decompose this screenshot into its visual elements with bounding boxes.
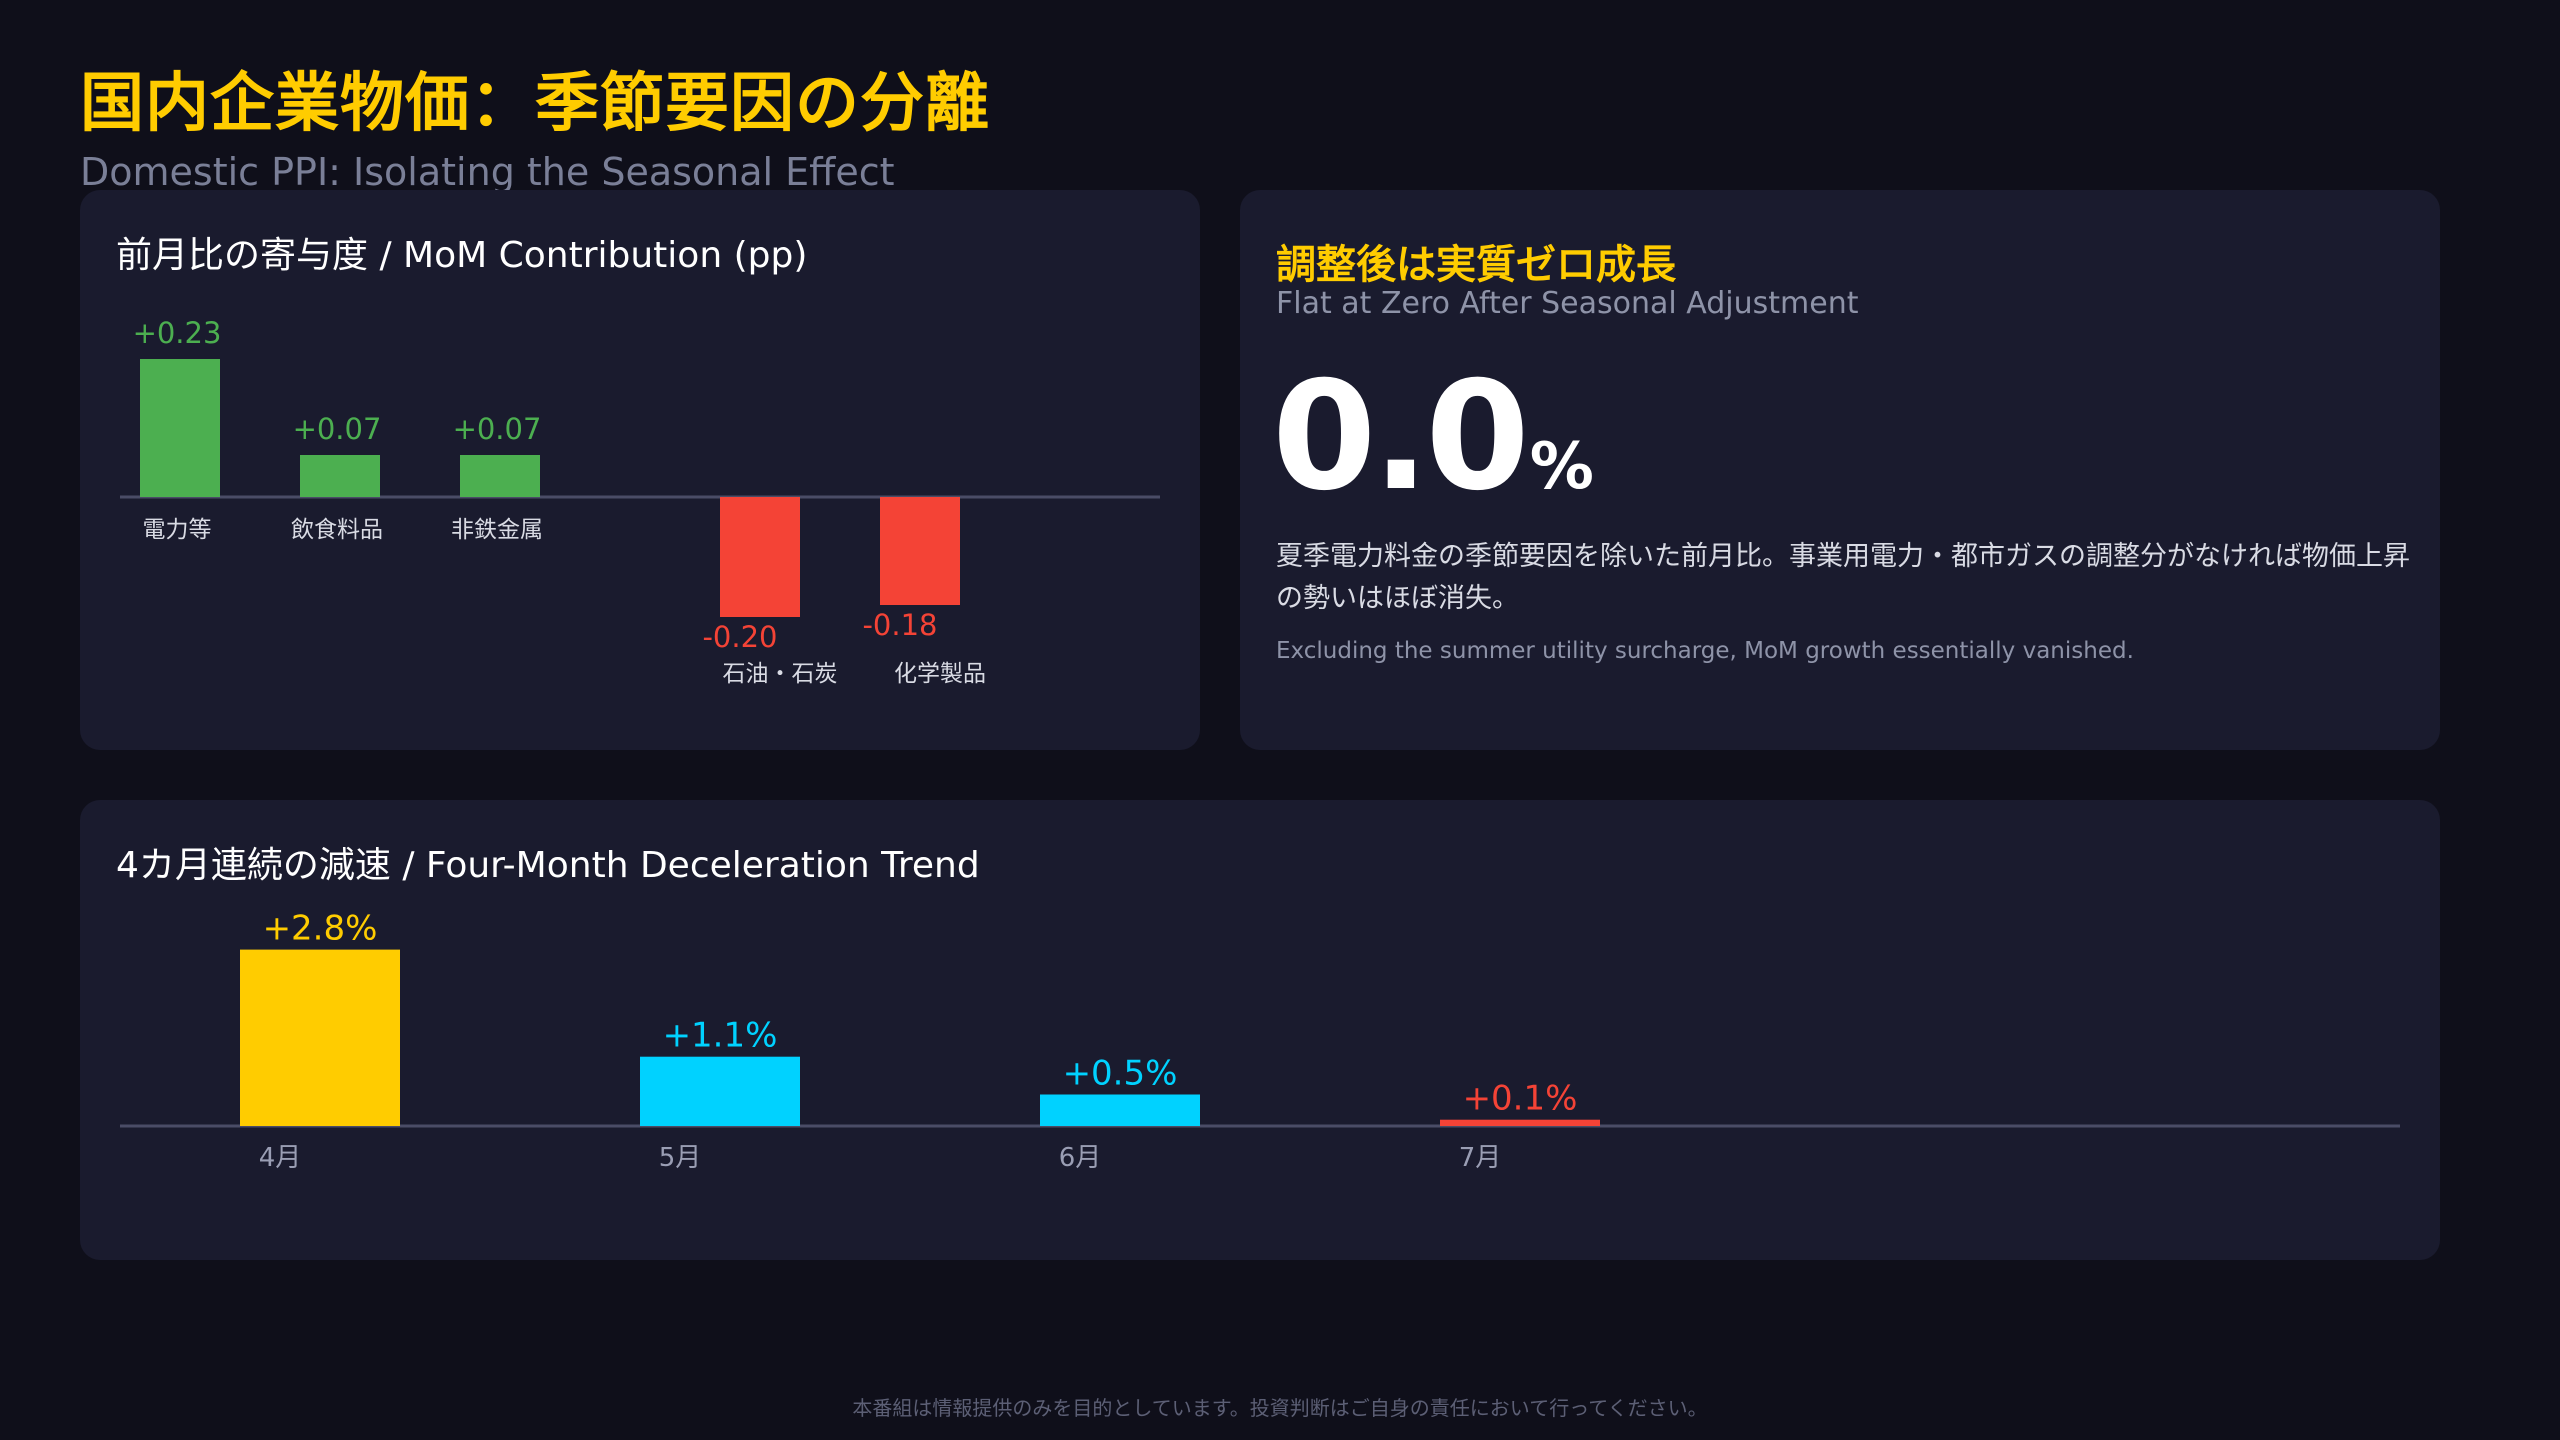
contribution-card: 前月比の寄与度 / MoM Contribution (pp) +0.23 電力等… <box>80 190 1200 750</box>
contribution-value-label: +0.07 <box>293 412 382 446</box>
headline-description: 夏季電力料金の季節要因を除いた前月比。事業用電力・都市ガスの調整分がなければ物価… <box>1276 541 2410 614</box>
trend-chart: +2.8% 4月 +1.1% 5月 +0.5% 6月 +0.1% 7月 <box>120 909 2400 1173</box>
contribution-chart: +0.23 電力等 +0.07 飲食料品 +0.07 非鉄金属 -0.20 石油・石炭 -0.1… <box>120 316 1160 687</box>
contribution-bar <box>300 455 380 497</box>
headline-card: 調整後は実質ゼロ成長 Flat at Zero After Seasonal A… <box>1240 190 2440 750</box>
trend-bar <box>240 949 400 1126</box>
contribution-chart-title: 前月比の寄与度 / MoM Contribution (pp) <box>116 235 808 276</box>
contribution-value-label: +0.23 <box>133 316 222 350</box>
disclaimer: 本番組は情報提供のみを目的としています。投資判断はご自身の責任において行ってくだ… <box>852 1396 1708 1420</box>
headline-number: 0.0 <box>1272 350 1530 524</box>
contribution-bar <box>140 359 220 497</box>
trend-bar <box>640 1056 800 1126</box>
contribution-category-label: 飲食料品 <box>291 517 383 543</box>
contribution-category-label: 石油・石炭 <box>723 661 838 687</box>
headline-title: 調整後は実質ゼロ成長 <box>1276 242 1676 288</box>
trend-value-label: +2.8% <box>263 909 378 949</box>
contribution-bar <box>880 497 960 605</box>
trend-category-label: 7月 <box>1459 1143 1502 1173</box>
page-subtitle: Domestic PPI: Isolating the Seasonal Eff… <box>80 150 895 194</box>
headline-subtitle: Flat at Zero After Seasonal Adjustment <box>1276 286 1859 321</box>
trend-value-label: +1.1% <box>663 1016 778 1056</box>
trend-bar <box>1040 1094 1200 1126</box>
trend-card: 4カ月連続の減速 / Four-Month Deceleration Trend… <box>80 800 2440 1260</box>
contribution-category-label: 化学製品 <box>894 661 986 687</box>
trend-category-label: 5月 <box>659 1143 702 1173</box>
contribution-category-label: 電力等 <box>143 517 212 543</box>
headline-description-en: Excluding the summer utility surcharge, … <box>1276 638 2134 664</box>
contribution-value-label: -0.18 <box>862 608 937 642</box>
contribution-bar <box>460 455 540 497</box>
trend-value-label: +0.1% <box>1463 1079 1578 1119</box>
trend-category-label: 4月 <box>259 1143 302 1173</box>
contribution-value-label: +0.07 <box>453 412 542 446</box>
trend-value-label: +0.5% <box>1063 1054 1178 1094</box>
trend-bar <box>1440 1119 1600 1126</box>
page-title: 国内企業物価：季節要因の分離 <box>80 67 990 141</box>
trend-chart-title: 4カ月連続の減速 / Four-Month Deceleration Trend <box>116 845 980 886</box>
headline-unit: % <box>1529 430 1594 504</box>
contribution-category-label: 非鉄金属 <box>451 517 543 543</box>
headline-value: 0.0% <box>1272 362 1594 512</box>
contribution-bar <box>720 497 800 617</box>
contribution-value-label: -0.20 <box>702 620 777 654</box>
trend-category-label: 6月 <box>1059 1143 1102 1173</box>
